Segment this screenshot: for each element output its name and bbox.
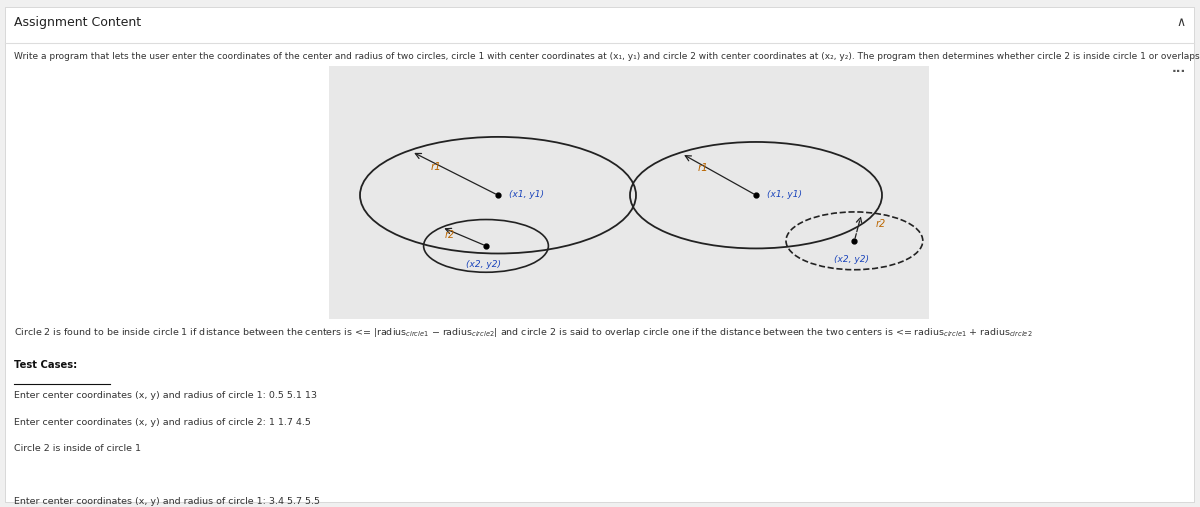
- Text: ∧: ∧: [1176, 16, 1186, 29]
- Text: Enter center coordinates (x, y) and radius of circle 1: 3.4 5.7 5.5: Enter center coordinates (x, y) and radi…: [14, 497, 320, 506]
- Text: (x1, y1): (x1, y1): [767, 190, 802, 199]
- Text: r1: r1: [697, 163, 709, 173]
- Text: Circle 2 is inside of circle 1: Circle 2 is inside of circle 1: [14, 444, 142, 453]
- Text: Enter center coordinates (x, y) and radius of circle 2: 1 1.7 4.5: Enter center coordinates (x, y) and radi…: [14, 418, 311, 427]
- Text: Write a program that lets the user enter the coordinates of the center and radiu: Write a program that lets the user enter…: [14, 52, 1200, 61]
- Text: r2: r2: [876, 219, 886, 229]
- Text: Circle 2 is found to be inside circle 1 if distance between the centers is <= |r: Circle 2 is found to be inside circle 1 …: [14, 326, 1033, 339]
- Text: (x2, y2): (x2, y2): [834, 255, 870, 264]
- Text: (x2, y2): (x2, y2): [466, 260, 502, 269]
- Text: Test Cases:: Test Cases:: [14, 360, 78, 370]
- Text: r1: r1: [430, 162, 442, 172]
- Text: r2: r2: [445, 230, 455, 240]
- Bar: [329, 66, 929, 319]
- Text: Enter center coordinates (x, y) and radius of circle 1: 0.5 5.1 13: Enter center coordinates (x, y) and radi…: [14, 391, 317, 401]
- Text: ...: ...: [1171, 62, 1186, 75]
- Text: (x1, y1): (x1, y1): [509, 190, 544, 199]
- FancyBboxPatch shape: [5, 7, 1194, 502]
- Text: Assignment Content: Assignment Content: [14, 16, 142, 29]
